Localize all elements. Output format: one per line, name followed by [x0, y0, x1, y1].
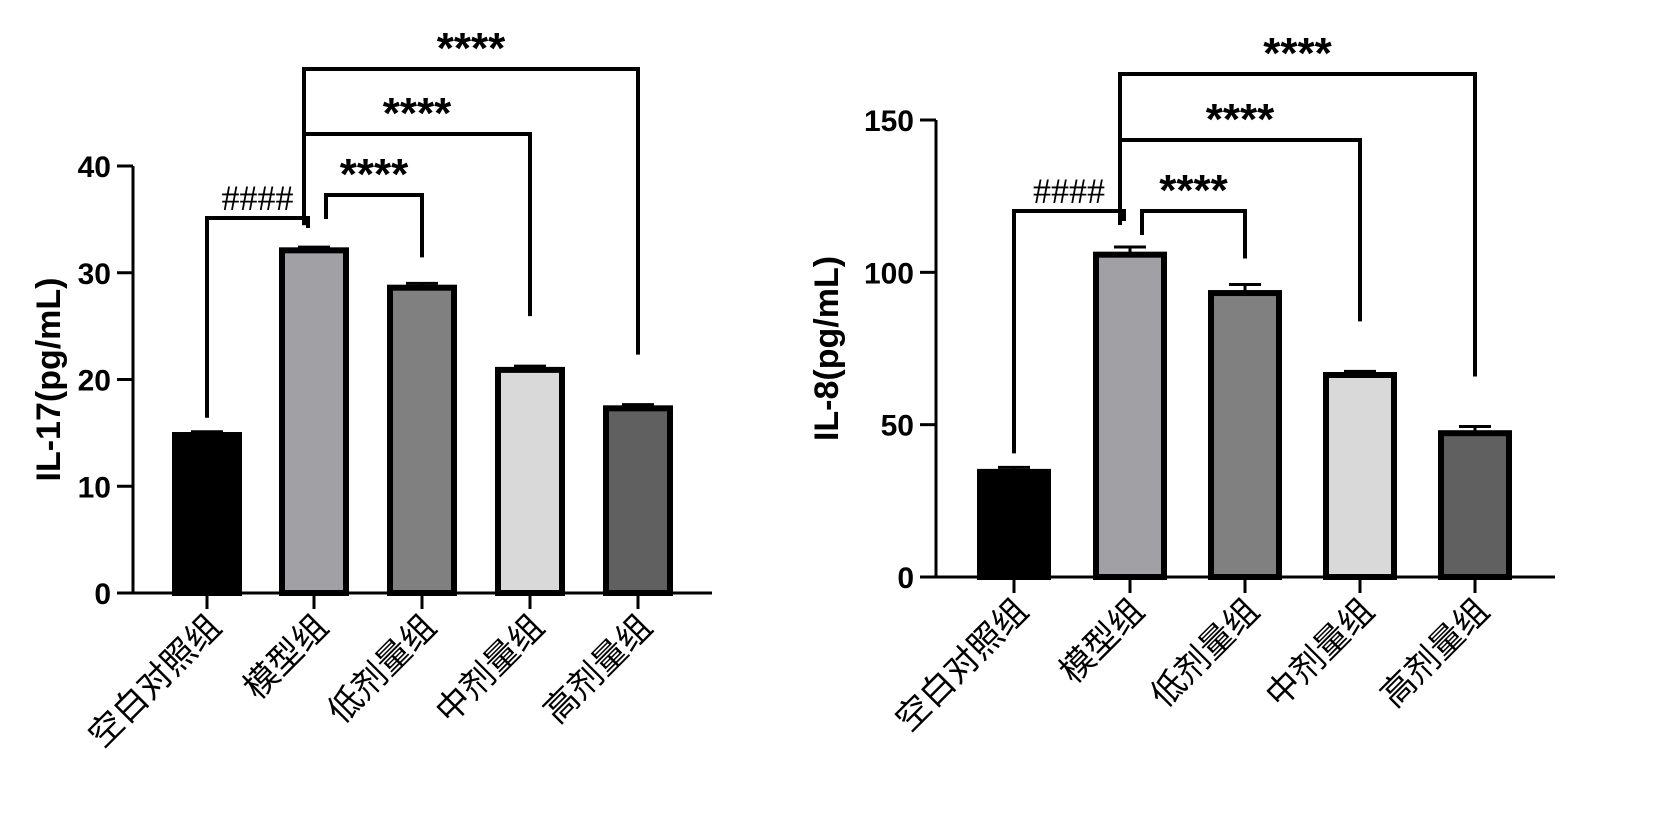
significance-label: ****	[340, 150, 409, 199]
category-label: 低剂量组	[320, 607, 444, 731]
y-axis-title: IL-17(pg/mL)	[30, 278, 68, 482]
significance-bracket: ****	[302, 24, 640, 355]
category-label: 模型组	[236, 607, 336, 707]
category-label: 中剂量组	[428, 607, 552, 731]
significance-label: ****	[383, 89, 452, 138]
category-label: 中剂量组	[1258, 591, 1382, 715]
bar-2	[279, 247, 349, 597]
significance-label: ****	[1159, 166, 1228, 215]
bar-1	[172, 432, 242, 597]
y-tick-label: 10	[78, 471, 111, 504]
y-axis-title: IL-8(pg/mL)	[808, 256, 846, 441]
category-label: 高剂量组	[536, 607, 660, 731]
significance-bracket: ####	[1012, 171, 1126, 454]
bracket-line	[1118, 72, 1477, 377]
category-label: 空白对照组	[888, 591, 1036, 739]
y-tick-label: 30	[78, 258, 111, 291]
chart-il8: 0 50 100 150 IL-8(pg/mL) 空白对照组 模型组低剂量组中剂量组高剂量组…	[808, 29, 1555, 740]
significance-bracket: ****	[1140, 166, 1247, 259]
y-tick-label: 150	[864, 105, 914, 138]
category-label: 空白对照组	[81, 607, 229, 755]
bar-4	[1323, 372, 1397, 581]
chart-il17: 0 10 20 30 40 IL-17(pg/mL) 空白对照组 模型组低剂量组中剂量组高剂量…	[30, 24, 712, 756]
significance-label: ****	[437, 24, 506, 73]
category-label: 高剂量组	[1373, 591, 1497, 715]
bracket-line	[324, 193, 424, 258]
y-tick-label: 40	[78, 151, 111, 184]
bar-2	[1093, 251, 1167, 581]
bar-5	[603, 405, 673, 597]
significance-label: ####	[1033, 171, 1105, 211]
significance-label: ****	[1263, 29, 1332, 78]
bar-3	[1208, 290, 1282, 580]
bar-5	[1438, 430, 1512, 580]
bracket-line	[205, 216, 310, 418]
bracket-line	[302, 67, 640, 355]
bar-1	[977, 468, 1051, 581]
y-tick-label: 20	[78, 365, 111, 398]
significance-label: ****	[1206, 95, 1275, 144]
significance-label: ####	[222, 178, 294, 218]
y-tick-label: 100	[864, 257, 914, 290]
y-tick-label: 0	[94, 578, 111, 611]
bar-4	[495, 366, 565, 596]
bar-3	[387, 284, 457, 596]
bracket-line	[1140, 209, 1247, 259]
category-label: 模型组	[1052, 591, 1152, 691]
bracket-line	[1012, 209, 1126, 454]
significance-bracket: ####	[205, 178, 310, 418]
significance-bracket: ****	[324, 150, 424, 258]
significance-bracket: ****	[1118, 29, 1477, 377]
y-tick-label: 0	[897, 562, 914, 595]
category-label: 低剂量组	[1143, 591, 1267, 715]
y-tick-label: 50	[881, 410, 914, 443]
